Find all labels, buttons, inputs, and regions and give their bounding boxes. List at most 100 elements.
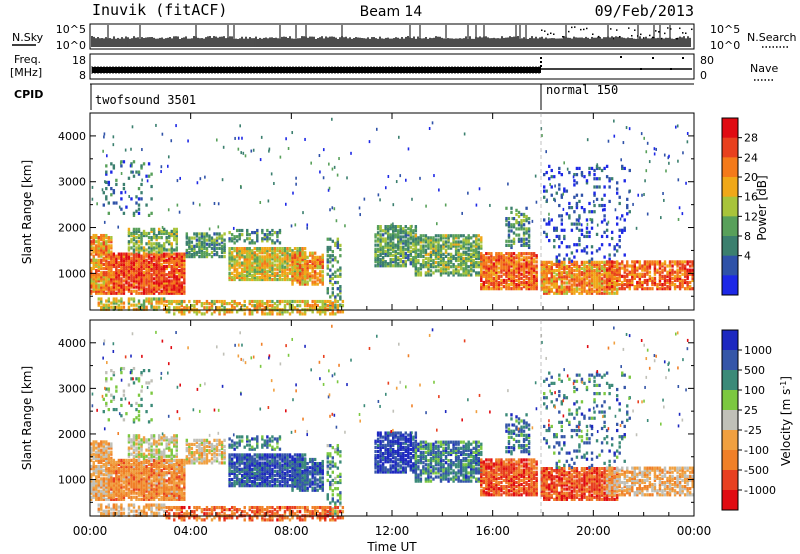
power-cell <box>311 255 314 259</box>
power-cell <box>331 293 334 297</box>
power-cell <box>147 275 151 279</box>
power-cell <box>324 301 327 306</box>
power-cell <box>278 265 282 269</box>
power-cell <box>238 301 241 306</box>
power-cell <box>306 282 309 286</box>
power-cell <box>141 178 143 182</box>
power-cell <box>117 254 121 258</box>
power-cell <box>100 260 103 264</box>
power-cell <box>532 252 536 256</box>
power-cell <box>608 278 611 283</box>
power-cell <box>653 260 657 264</box>
power-cell <box>162 254 166 258</box>
power-cell <box>125 264 128 269</box>
power-cell <box>240 151 243 155</box>
power-cell <box>374 251 377 256</box>
power-cell <box>130 260 133 264</box>
power-cell <box>334 258 337 262</box>
power-cell <box>686 272 689 276</box>
power-cell <box>145 254 148 258</box>
power-cell <box>417 236 420 240</box>
power-cell <box>135 271 138 275</box>
power-cell <box>258 269 262 273</box>
power-cell <box>522 258 526 262</box>
power-cell <box>497 266 501 270</box>
power-cell <box>122 186 126 191</box>
power-cell <box>603 266 606 271</box>
power-cell <box>311 310 314 314</box>
power-cell <box>439 248 443 252</box>
power-cell <box>183 268 186 273</box>
power-cell <box>228 255 231 259</box>
power-cell <box>447 271 450 275</box>
power-cell <box>178 260 181 264</box>
power-cell <box>507 264 511 268</box>
power-cell <box>185 240 189 244</box>
power-cell <box>386 264 390 268</box>
power-cell <box>208 236 211 240</box>
power-cell <box>100 285 103 289</box>
power-cell <box>540 271 543 275</box>
power-cell <box>492 278 496 283</box>
power-cell <box>137 299 141 303</box>
power-cell <box>298 299 302 304</box>
power-cell <box>379 225 382 229</box>
power-cell <box>173 233 176 238</box>
power-cell <box>321 304 324 308</box>
power-cell <box>633 260 636 264</box>
power-cell <box>175 231 178 236</box>
power-cell <box>248 259 251 263</box>
power-cell <box>613 287 616 291</box>
power-cell <box>558 291 561 295</box>
power-cell <box>298 272 302 276</box>
nsearch-dot <box>619 36 621 38</box>
power-cell <box>115 305 118 309</box>
power-cell <box>165 289 168 293</box>
power-cell <box>132 275 136 279</box>
power-cell <box>641 274 644 278</box>
power-cell <box>155 250 158 254</box>
power-cell <box>127 277 131 281</box>
power-cell <box>117 287 121 291</box>
power-cell <box>311 259 314 264</box>
power-cell <box>150 260 153 264</box>
power-cell <box>183 262 186 267</box>
power-cell <box>661 276 664 280</box>
power-cell <box>170 244 173 248</box>
power-cell <box>178 289 181 293</box>
power-cell <box>585 283 589 287</box>
power-cell <box>470 256 473 261</box>
power-cell <box>558 285 561 289</box>
power-cell <box>140 182 143 187</box>
power-cell <box>454 256 458 261</box>
power-cell <box>517 264 521 268</box>
power-cell <box>127 281 131 285</box>
power-cell <box>457 248 460 252</box>
power-cell <box>615 272 619 276</box>
power-cell <box>115 273 118 277</box>
power-cell <box>198 203 201 207</box>
power-cell <box>691 278 694 283</box>
power-cell <box>112 166 116 170</box>
power-cell <box>246 259 249 263</box>
power-cell <box>527 243 531 247</box>
power-cell <box>276 257 279 261</box>
power-cell <box>457 271 460 275</box>
power-cell <box>475 254 478 258</box>
power-cell <box>157 264 161 269</box>
power-cell <box>592 200 595 204</box>
power-cell <box>97 258 100 262</box>
power-cell <box>517 254 521 258</box>
power-cell <box>334 312 337 316</box>
power-cell <box>162 231 166 236</box>
power-cell <box>188 250 191 255</box>
power-cell <box>178 285 181 289</box>
power-cell <box>477 273 480 277</box>
power-cell <box>402 235 405 239</box>
power-cell <box>392 249 395 253</box>
power-cell <box>492 262 496 266</box>
power-cell <box>560 277 564 281</box>
power-cell <box>190 246 194 250</box>
power-cell <box>492 256 496 260</box>
power-cell <box>105 277 108 281</box>
